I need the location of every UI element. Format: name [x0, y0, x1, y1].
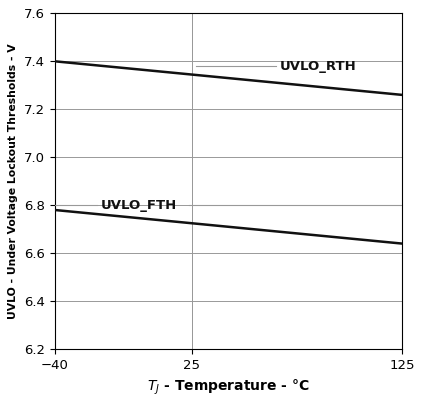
- Y-axis label: UVLO - Under Voltage Lockout Thresholds - V: UVLO - Under Voltage Lockout Thresholds …: [8, 43, 18, 319]
- Text: UVLO_FTH: UVLO_FTH: [101, 199, 177, 212]
- X-axis label: $T_J$ - Temperature - °C: $T_J$ - Temperature - °C: [147, 377, 310, 396]
- Text: UVLO_RTH: UVLO_RTH: [280, 60, 357, 72]
